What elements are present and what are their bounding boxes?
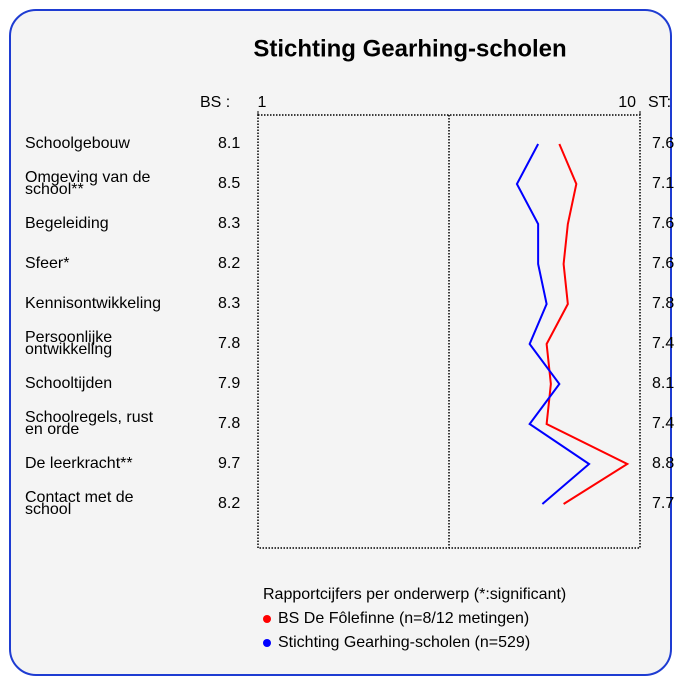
- category-label: Sfeer*: [25, 255, 69, 272]
- category-label: Schooltijden: [25, 375, 112, 392]
- category-label: Omgeving van de school**: [25, 169, 151, 198]
- category-label: Persoonlijke ontwikkeling: [25, 329, 112, 358]
- left-header: BS :: [200, 94, 230, 111]
- st-value: 7.6: [652, 255, 674, 272]
- st-value: 7.6: [652, 135, 674, 152]
- category-label: Kennisontwikkeling: [25, 295, 161, 312]
- bs-value: 7.8: [218, 335, 240, 352]
- bs-value: 8.5: [218, 175, 240, 192]
- st-value: 8.8: [652, 455, 674, 472]
- series-line: [545, 143, 630, 505]
- bs-value: 8.2: [218, 495, 240, 512]
- category-label: Contact met de school: [25, 489, 134, 518]
- st-value: 7.4: [652, 415, 674, 432]
- category-label: Schoolgebouw: [25, 135, 130, 152]
- card: [9, 9, 672, 676]
- category-label: De leerkracht**: [25, 455, 133, 472]
- legend-marker: [263, 639, 271, 647]
- bs-value: 7.9: [218, 375, 240, 392]
- bs-value: 8.3: [218, 295, 240, 312]
- st-value: 7.8: [652, 295, 674, 312]
- x-tick-label: 10: [618, 94, 636, 111]
- st-value: 7.4: [652, 335, 674, 352]
- legend-label: BS De Fôlefinne (n=8/12 metingen): [278, 610, 529, 627]
- right-header: ST:: [648, 94, 671, 111]
- x-tick-label: 1: [258, 94, 267, 111]
- st-value: 7.7: [652, 495, 674, 512]
- chart-title: Stichting Gearhing-scholen: [253, 35, 566, 62]
- bs-value: 9.7: [218, 455, 240, 472]
- category-label: Schoolregels, rust en orde: [25, 409, 154, 438]
- st-value: 7.1: [652, 175, 674, 192]
- bs-value: 8.1: [218, 135, 240, 152]
- series-line: [515, 143, 591, 505]
- legend-label: Stichting Gearhing-scholen (n=529): [278, 634, 530, 651]
- legend-marker: [263, 615, 271, 623]
- bs-value: 7.8: [218, 415, 240, 432]
- st-value: 7.6: [652, 215, 674, 232]
- bs-value: 8.3: [218, 215, 240, 232]
- bs-value: 8.2: [218, 255, 240, 272]
- category-label: Begeleiding: [25, 215, 109, 232]
- legend-title: Rapportcijfers per onderwerp (*:signific…: [263, 586, 566, 603]
- st-value: 8.1: [652, 375, 674, 392]
